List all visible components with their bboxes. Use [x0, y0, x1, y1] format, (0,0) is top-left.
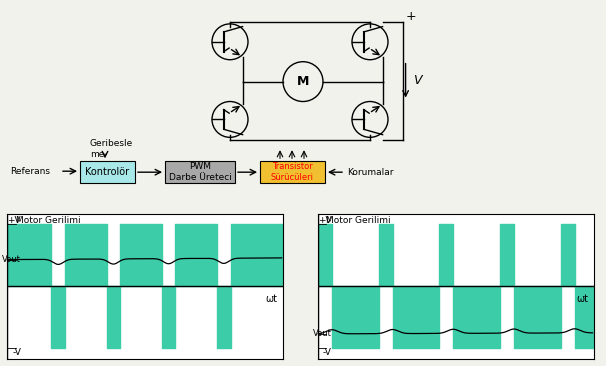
- Text: Transistor
Sürücüleri: Transistor Sürücüleri: [270, 163, 313, 182]
- Text: ωt: ωt: [265, 294, 278, 304]
- Text: Geribesle
me: Geribesle me: [90, 139, 133, 159]
- Text: +V: +V: [7, 216, 21, 225]
- Text: Korumalar: Korumalar: [347, 168, 393, 177]
- Text: -V: -V: [323, 348, 332, 357]
- Text: Motor Gerilimi: Motor Gerilimi: [327, 216, 391, 225]
- Text: +: +: [405, 10, 416, 23]
- Text: Vout: Vout: [313, 329, 332, 339]
- Text: Motor Gerilimi: Motor Gerilimi: [16, 216, 80, 225]
- Text: -V: -V: [12, 348, 21, 357]
- Text: ωt: ωt: [576, 294, 588, 304]
- Text: M: M: [297, 75, 309, 88]
- FancyBboxPatch shape: [260, 161, 325, 183]
- Text: Vout: Vout: [2, 255, 21, 264]
- Text: +V: +V: [318, 216, 332, 225]
- FancyBboxPatch shape: [165, 161, 235, 183]
- FancyBboxPatch shape: [80, 161, 135, 183]
- Text: V: V: [413, 74, 421, 87]
- Text: PWM
Darbe Üreteci: PWM Darbe Üreteci: [168, 163, 231, 182]
- Text: Referans: Referans: [10, 167, 50, 176]
- Text: Kontrolör: Kontrolör: [85, 167, 129, 177]
